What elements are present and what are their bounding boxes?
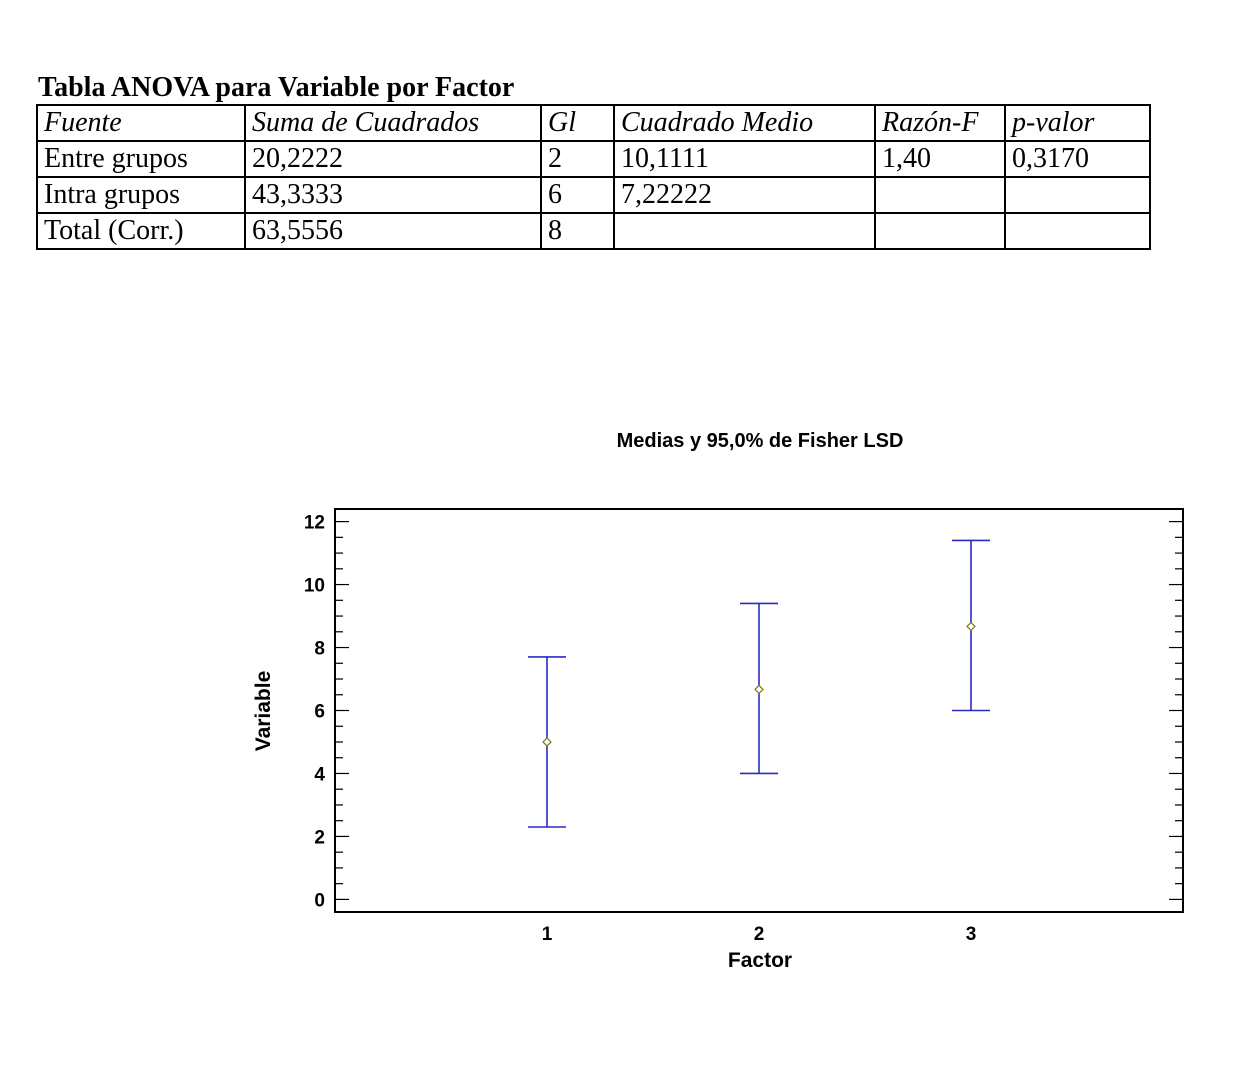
y-tick-label: 12 <box>304 513 325 534</box>
chart-title: Medias y 95,0% de Fisher LSD <box>617 430 904 452</box>
table-cell: Entre grupos <box>36 140 246 178</box>
col-header-cuadrado-medio: Cuadrado Medio <box>613 104 876 142</box>
table-row: Intra grupos 43,3333 6 7,22222 <box>36 176 1151 214</box>
table-cell: 43,3333 <box>244 176 542 214</box>
y-axis-label: Variable <box>252 671 275 752</box>
table-cell: 10,1111 <box>613 140 876 178</box>
y-tick-label: 6 <box>314 702 325 723</box>
y-tick-label: 2 <box>314 827 325 848</box>
mean-marker <box>966 621 976 632</box>
mean-marker <box>754 684 764 695</box>
x-tick-label: 2 <box>754 924 765 945</box>
col-header-razon-f: Razón-F <box>874 104 1006 142</box>
y-tick-label: 4 <box>314 764 325 785</box>
col-header-suma-cuadrados: Suma de Cuadrados <box>244 104 542 142</box>
table-cell: Total (Corr.) <box>36 212 246 250</box>
table-cell <box>613 212 876 250</box>
col-header-p-valor: p-valor <box>1004 104 1151 142</box>
table-cell: 6 <box>540 176 615 214</box>
table-row: Total (Corr.) 63,5556 8 <box>36 212 1151 250</box>
table-cell <box>874 212 1006 250</box>
table-cell <box>874 176 1006 214</box>
col-header-gl: Gl <box>540 104 615 142</box>
x-tick-label: 1 <box>542 924 553 945</box>
table-row: Entre grupos 20,2222 2 10,1111 1,40 0,31… <box>36 140 1151 178</box>
col-header-fuente: Fuente <box>36 104 246 142</box>
table-cell <box>1004 212 1151 250</box>
table-cell: Intra grupos <box>36 176 246 214</box>
mean-marker <box>542 737 552 747</box>
y-tick-label: 0 <box>314 890 325 911</box>
table-cell: 8 <box>540 212 615 250</box>
table-cell: 1,40 <box>874 140 1006 178</box>
y-tick-label: 10 <box>304 576 325 597</box>
y-tick-label: 8 <box>314 639 325 660</box>
table-cell: 2 <box>540 140 615 178</box>
table-cell: 63,5556 <box>244 212 542 250</box>
x-axis-label: Factor <box>728 949 792 972</box>
anova-table-title: Tabla ANOVA para Variable por Factor <box>38 72 515 103</box>
x-tick-label: 3 <box>966 924 977 945</box>
table-cell: 0,3170 <box>1004 140 1151 178</box>
anova-table: Fuente Suma de Cuadrados Gl Cuadrado Med… <box>36 104 1151 250</box>
table-cell: 20,2222 <box>244 140 542 178</box>
anova-header-row: Fuente Suma de Cuadrados Gl Cuadrado Med… <box>36 104 1151 142</box>
table-cell: 7,22222 <box>613 176 876 214</box>
table-cell <box>1004 176 1151 214</box>
